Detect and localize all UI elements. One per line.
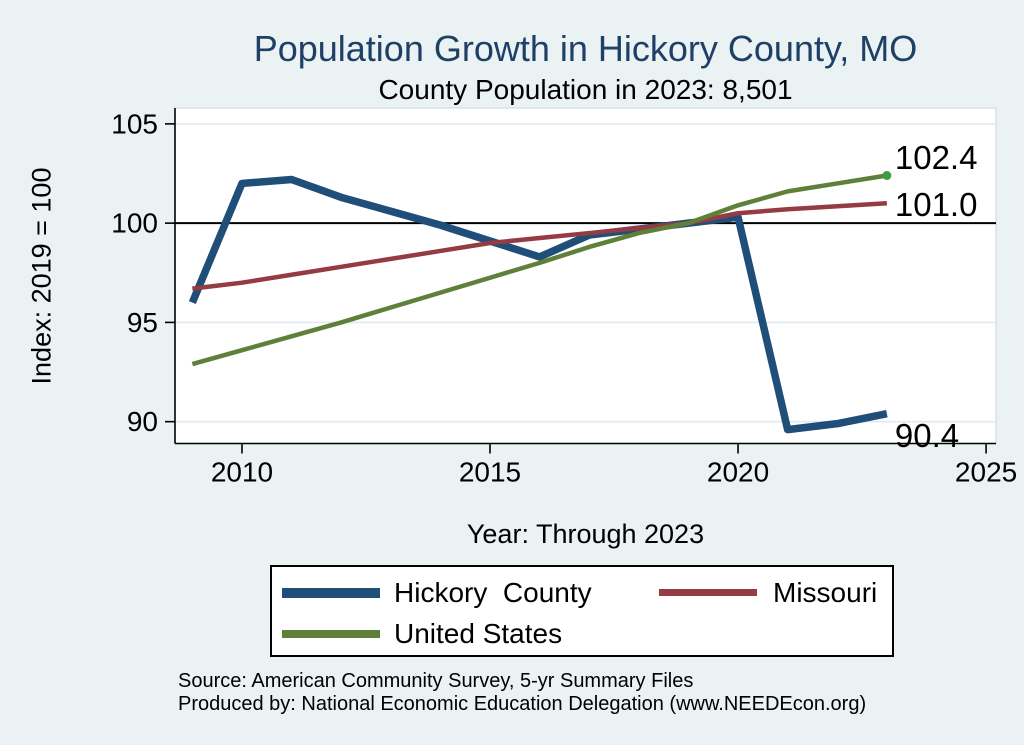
legend-swatch-united-states	[282, 630, 380, 638]
y-tick-label-95: 95	[127, 307, 158, 338]
series-line-united-states	[191, 173, 888, 367]
legend-label-hickory-county: Hickory County	[394, 577, 592, 608]
source-note: Source: American Community Survey, 5-yr …	[178, 670, 866, 716]
legend-swatch-missouri	[659, 589, 757, 596]
plot-area	[174, 107, 997, 444]
chart-subtitle: County Population in 2023: 8,501	[378, 74, 793, 105]
producer-line: Produced by: National Economic Education…	[178, 693, 867, 715]
x-tick-label-2025: 2025	[955, 457, 1017, 488]
y-tick-label-105: 105	[111, 108, 158, 139]
chart-title: Population Growth in Hickory County, MO	[253, 28, 918, 69]
legend: Hickory County Missouri United States	[270, 565, 894, 657]
legend-label-united-states: United States	[394, 618, 563, 649]
y-tick-label-100: 100	[111, 208, 158, 239]
source-line: Source: American Community Survey, 5-yr …	[178, 670, 694, 692]
x-axis-title: Year: Through 2023	[466, 519, 705, 549]
legend-swatch-hickory-county	[282, 588, 380, 598]
end-label-united-states: 102.4	[895, 139, 978, 176]
series-line-hickory-county	[188, 175, 888, 434]
x-tick-label-2010: 2010	[211, 457, 273, 488]
x-tick-label-2015: 2015	[459, 457, 521, 488]
legend-label-missouri: Missouri	[773, 577, 878, 608]
end-marker-united-states	[882, 170, 892, 180]
end-label-missouri: 101.0	[895, 186, 978, 223]
y-axis-title: Index: 2019 = 100	[26, 167, 57, 385]
series-line-missouri	[192, 201, 887, 291]
x-tick-label-2020: 2020	[707, 457, 769, 488]
end-label-hickory-county: 90.4	[895, 417, 959, 454]
y-tick-label-90: 90	[127, 406, 158, 437]
